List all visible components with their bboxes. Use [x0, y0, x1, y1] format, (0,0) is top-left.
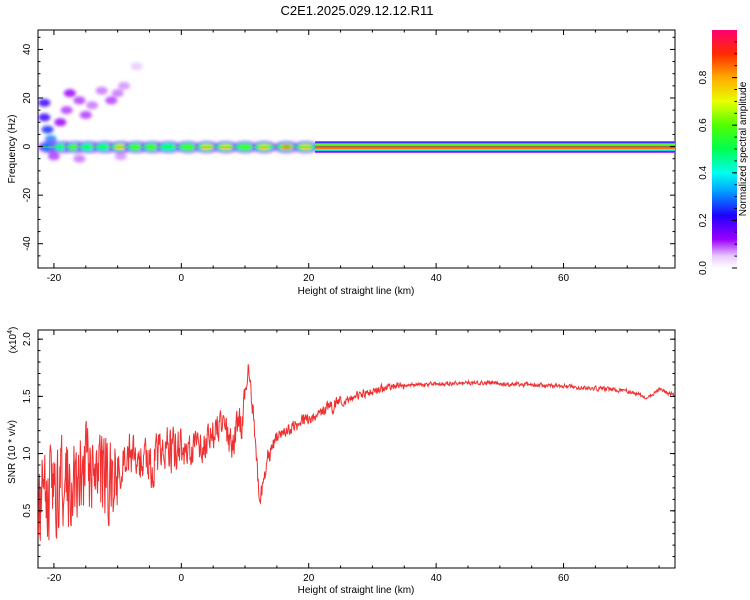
spectrogram-ytick-label: -20	[22, 187, 33, 202]
spectrogram-xtick-label: 0	[179, 273, 185, 284]
snr-xtick-label: 40	[431, 573, 443, 584]
spectrogram-blob	[117, 81, 130, 90]
figure-title: C2E1.2025.029.12.12.R11	[281, 3, 434, 18]
spectrogram-blob	[63, 89, 76, 98]
colorbar: 0.0 0.2 0.4 0.6 0.8 Normalized spectral ampl…	[698, 30, 749, 275]
spectrogram-ytick-label: 40	[22, 43, 33, 55]
colorbar-tick-label: 0.2	[698, 213, 709, 227]
spectrogram-marks	[38, 62, 675, 163]
snr-ytick-label: 0.5	[22, 503, 33, 517]
spectrogram-blob	[105, 96, 118, 105]
svg-text:(x104): (x104)	[7, 327, 19, 354]
snr-scale-suffix: )	[8, 327, 19, 330]
spectrogram-panel: -20 0 20 40 60 40 20 0 -20 -40 Height of straight…	[7, 29, 676, 297]
spectrogram-blob	[41, 125, 54, 134]
snr-scale-label: (x104)	[7, 327, 19, 354]
snr-scale-prefix: (x10	[8, 333, 19, 353]
spectrogram-blob	[60, 106, 73, 115]
snr-ytick-label: 1.0	[22, 446, 33, 460]
colorbar-tick-label: 0.6	[698, 118, 709, 132]
snr-ylabel: SNR (10 * v/v)	[7, 420, 18, 484]
snr-panel: -20 0 20 40 60 0.5 1.0 1.5 2.0 Height of straigh…	[7, 327, 676, 596]
snr-series-line	[38, 364, 675, 541]
spectrogram-blob	[130, 62, 143, 71]
spectrogram-ylabel: Frequency (Hz)	[7, 115, 18, 184]
spectrogram-blob	[38, 113, 51, 122]
spectrogram-blob	[114, 152, 127, 161]
spectrogram-ytick-label: 0	[22, 143, 33, 149]
spectrogram-xtick-label: 60	[558, 273, 570, 284]
spectrogram-blob	[73, 154, 86, 163]
spectrogram-blob	[38, 98, 51, 107]
spectrogram-ticks: -20 0 20 40 60 40 20 0 -20 -40	[22, 30, 675, 284]
colorbar-gradient	[712, 30, 737, 268]
snr-xtick-label: 0	[179, 573, 185, 584]
colorbar-tick-label: 0.8	[698, 70, 709, 84]
colorbar-tick-label: 0.0	[698, 261, 709, 275]
snr-ticks: -20 0 20 40 60 0.5 1.0 1.5 2.0	[22, 330, 675, 584]
spectrogram-xtick-label: 40	[431, 273, 443, 284]
snr-scale-exponent: 4	[7, 330, 14, 334]
snr-frame	[37, 329, 676, 569]
spectrogram-ytick-label: -40	[22, 236, 33, 251]
spectrogram-blob	[95, 86, 108, 95]
spectrogram-xlabel: Height of straight line (km)	[298, 286, 415, 297]
colorbar-ticks: 0.0 0.2 0.4 0.6 0.8	[698, 41, 737, 275]
spectrogram-ytick-label: 20	[22, 92, 33, 104]
spectrogram-blob	[47, 152, 60, 161]
spectrogram-blob	[54, 118, 67, 127]
spectrogram-blob	[79, 111, 92, 119]
spectrogram-blob	[111, 89, 124, 98]
spectrogram-xtick-label: 20	[303, 273, 315, 284]
snr-ytick-label: 2.0	[22, 332, 33, 346]
snr-xtick-label: 60	[558, 573, 570, 584]
snr-xtick-label: 20	[303, 573, 315, 584]
snr-xlabel: Height of straight line (km)	[298, 585, 415, 596]
spectrogram-blobs	[38, 62, 319, 163]
spectrogram-blob	[73, 96, 86, 105]
snr-ytick-label: 1.5	[22, 389, 33, 403]
colorbar-label: Normalized spectral amplitude	[738, 81, 749, 216]
spectrogram-xtick-label: -20	[47, 273, 62, 284]
snr-xtick-label: -20	[47, 573, 62, 584]
colorbar-tick-label: 0.4	[698, 165, 709, 179]
spectrogram-blob	[86, 101, 99, 110]
